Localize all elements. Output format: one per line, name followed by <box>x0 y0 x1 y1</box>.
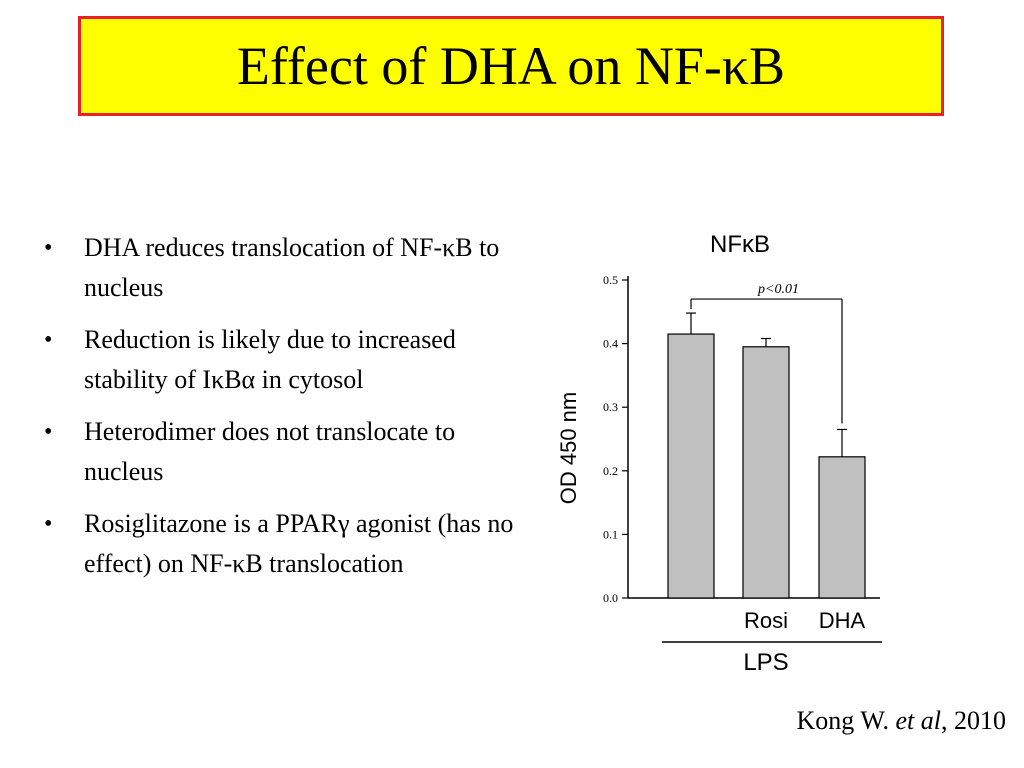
bullet-dot-icon: • <box>44 235 53 261</box>
bullet-text: DHA reduces translocation of NF-κB to nu… <box>84 233 500 302</box>
bullet-item: • Heterodimer does not translocate to nuc… <box>34 412 514 492</box>
y-tick-label: 0.2 <box>603 464 618 478</box>
x-tick-label: Rosi <box>744 608 788 633</box>
bullet-text: Heterodimer does not translocate to nucl… <box>84 417 456 486</box>
y-tick-label: 0.0 <box>603 591 618 605</box>
bullet-text: Rosiglitazone is a PPARγ agonist (has no… <box>84 509 514 578</box>
group-label: LPS <box>743 649 788 676</box>
chart-title: NFκB <box>710 231 770 258</box>
y-tick-label: 0.1 <box>603 527 618 541</box>
citation-etal: et al <box>895 706 942 735</box>
bar <box>818 456 866 599</box>
y-tick-label: 0.4 <box>603 337 618 351</box>
bar <box>667 333 715 599</box>
bullet-dot-icon: • <box>44 419 53 445</box>
bullet-item: • Reduction is likely due to increased st… <box>34 320 514 400</box>
x-tick-label: DHA <box>819 608 866 633</box>
y-tick-label: 0.5 <box>603 273 618 287</box>
plot-area: 0.0 0.1 0.2 0.3 0.4 0.5 Rosi DHA LPS p<0.01 <box>603 273 882 676</box>
bullet-item: • DHA reduces translocation of NF-κB to n… <box>34 228 514 308</box>
bullet-dot-icon: • <box>44 327 53 353</box>
bullet-dot-icon: • <box>44 511 53 537</box>
bar <box>742 346 790 599</box>
bullet-list: • DHA reduces translocation of NF-κB to n… <box>34 228 514 596</box>
bullet-item: • Rosiglitazone is a PPARγ agonist (has n… <box>34 504 514 584</box>
citation-year: , 2010 <box>941 706 1006 735</box>
citation: Kong W. et al, 2010 <box>797 706 1006 736</box>
citation-author: Kong W. <box>796 706 896 735</box>
significance-label: p<0.01 <box>757 282 799 297</box>
y-axis-label: OD 450 nm <box>556 392 581 505</box>
bar-chart: NFκB OD 450 nm 0.0 0.1 0.2 0.3 0.4 0.5 Rosi DHA… <box>540 210 1020 680</box>
bullet-text: Reduction is likely due to increased sta… <box>84 325 456 394</box>
slide-title: Effect of DHA on NF-κB <box>236 36 786 96</box>
chart-svg: NFκB OD 450 nm 0.0 0.1 0.2 0.3 0.4 0.5 Rosi DHA… <box>556 231 882 676</box>
y-tick-label: 0.3 <box>603 400 618 414</box>
title-banner: Effect of DHA on NF-κB <box>78 16 944 116</box>
